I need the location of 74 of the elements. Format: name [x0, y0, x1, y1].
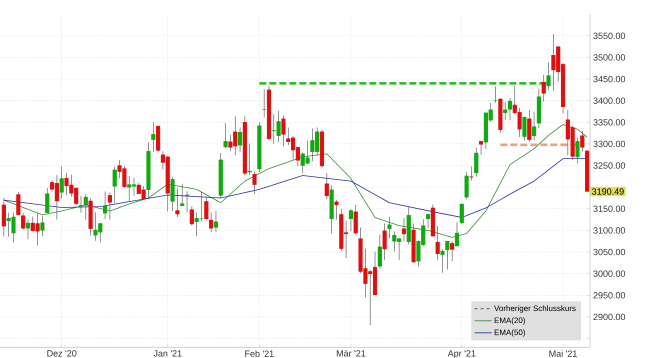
candlestick	[426, 214, 430, 229]
y-tick-label: 3400.00	[593, 98, 626, 104]
candlestick	[45, 188, 50, 214]
y-tick-label: 3300.00	[593, 140, 626, 148]
candlestick	[474, 148, 478, 178]
candlestick	[546, 62, 551, 90]
candlestick	[402, 218, 406, 242]
candlestick	[450, 241, 454, 262]
candlestick	[436, 226, 440, 261]
y-tick-label: 3050.00	[593, 248, 626, 256]
candlestick	[180, 183, 184, 207]
x-tick-label: Apr '21	[448, 350, 476, 358]
candlestick	[527, 110, 532, 142]
x-tick-label: Feb '21	[245, 350, 274, 357]
candlestick	[60, 166, 64, 199]
candlestick	[469, 166, 474, 181]
candlestick	[324, 173, 329, 200]
candlestick	[40, 215, 45, 236]
candlestick	[204, 196, 208, 220]
candlestick	[542, 74, 546, 102]
y-tick-label: 3450.00	[593, 76, 626, 82]
candlestick	[503, 102, 508, 120]
y-tick-label: 3250.00	[593, 162, 626, 169]
y-tick-label: 3150.00	[593, 206, 626, 212]
candlestick	[224, 122, 228, 149]
candlestick	[281, 115, 286, 147]
candlestick	[108, 192, 112, 220]
candlestick	[454, 222, 460, 247]
candlestick	[580, 130, 584, 152]
y-tick-label: 3350.00	[593, 119, 626, 126]
candlestick	[184, 190, 190, 213]
candlestick	[151, 122, 156, 152]
line-series	[3, 158, 588, 218]
candlestick	[2, 198, 6, 237]
candlestick	[209, 212, 214, 232]
y-tick-label: 2950.00	[593, 292, 626, 298]
candlestick	[464, 171, 469, 200]
candlestick	[252, 171, 257, 194]
candlestick	[112, 166, 117, 204]
candlestick	[348, 208, 354, 232]
candlestick	[248, 143, 252, 176]
y-tick-label: 3000.00	[593, 270, 626, 277]
candlestick	[238, 127, 242, 152]
candlestick	[378, 234, 382, 269]
y-tick-label: 3550.00	[593, 32, 626, 39]
y-tick-label: 3100.00	[593, 227, 626, 234]
candlestick	[382, 223, 387, 261]
candlestick	[170, 176, 175, 212]
candlestick	[522, 116, 527, 141]
x-tick-label: Jan '21	[154, 350, 182, 357]
candlestick	[354, 204, 358, 236]
candlestick	[460, 203, 464, 224]
x-tick-label: Mär '21	[336, 350, 366, 357]
candlestick	[508, 98, 512, 120]
candlestick	[440, 248, 445, 274]
y-tick-label: 2900.00	[593, 314, 626, 320]
candlestick	[214, 210, 218, 232]
x-tick-label: Mai '21	[549, 350, 577, 357]
candlestick	[334, 199, 339, 220]
candlestick	[103, 191, 108, 220]
candlestick	[575, 137, 580, 164]
y-tick-label: 3500.00	[593, 54, 626, 61]
candlestick	[175, 188, 180, 218]
candlestick	[532, 111, 536, 141]
candlestick	[16, 192, 20, 216]
candlestick	[21, 212, 26, 230]
text: 3190.49	[592, 188, 624, 195]
x-tick-label: Dez '20	[47, 350, 76, 357]
candlestick	[478, 141, 484, 156]
candlestick	[190, 206, 194, 226]
candlestick	[26, 219, 30, 240]
line-series	[3, 124, 588, 238]
candlestick	[387, 216, 392, 239]
candlestick	[445, 240, 450, 270]
